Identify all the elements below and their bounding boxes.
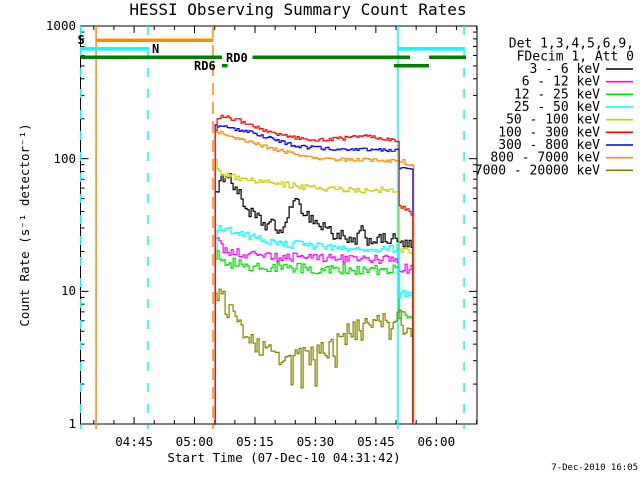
saa-bar-label: S [78, 33, 85, 47]
x-tick-0600: 06:00 [417, 434, 455, 449]
y-tick-10: 10 [61, 283, 76, 298]
rd0-bar-label: RD0 [226, 51, 248, 65]
legend-label-7000-20000: 7000 - 20000 keV [475, 163, 600, 178]
series-12-25keV [213, 250, 414, 425]
night-bar-label: N [152, 42, 159, 56]
series-300-800keV [213, 124, 414, 425]
x-axis-label: Start Time (07-Dec-10 04:31:42) [167, 450, 400, 465]
legend-label-100-300: 100 - 300 keV [498, 125, 600, 140]
legend-label-3-6: 3 - 6 keV [530, 62, 601, 77]
plot-timestamp: 7-Dec-2010 16:05 [551, 463, 638, 473]
y-tick-1: 1 [68, 416, 76, 431]
y-tick-100: 100 [53, 151, 76, 166]
series-6-12keV [213, 237, 414, 425]
y-axis-label: Count Rate (s⁻¹ detector⁻¹) [17, 123, 32, 326]
x-tick-0445: 04:45 [115, 434, 153, 449]
legend-label-800-7000: 800 - 7000 keV [490, 151, 600, 166]
legend-label-12-25: 12 - 25 keV [514, 87, 600, 102]
chart-graphics [80, 25, 478, 429]
x-tick-0515: 05:15 [236, 434, 274, 449]
legend-label-6-12: 6 - 12 keV [522, 75, 600, 90]
legend-decim-att: FDecim 1, Att 0 [517, 49, 634, 64]
legend-label-50-100: 50 - 100 keV [506, 113, 600, 128]
y-tick-1000: 1000 [46, 18, 76, 33]
legend: Det 1,3,4,5,6,9, FDecim 1, Att 0 3 - 6 k… [475, 37, 634, 179]
legend-label-25-50: 25 - 50 keV [514, 100, 600, 115]
series-100-300keV [213, 114, 414, 425]
series-25-50keV [213, 224, 414, 425]
plot-frame [80, 25, 478, 425]
series-7000-20000keV [213, 288, 414, 425]
series-50-100keV [213, 158, 414, 425]
series-3-6keV [213, 173, 414, 425]
x-tick-0500: 05:00 [176, 434, 214, 449]
x-tick-0530: 05:30 [297, 434, 335, 449]
rd6-bar-label: RD6 [194, 59, 216, 73]
legend-detectors: Det 1,3,4,5,6,9, [509, 37, 634, 52]
x-tick-0545: 05:45 [357, 434, 395, 449]
legend-label-300-800: 300 - 800 keV [498, 138, 600, 153]
series-800-7000keV [213, 129, 415, 425]
chart-title: HESSI Observing Summary Count Rates [129, 0, 466, 19]
